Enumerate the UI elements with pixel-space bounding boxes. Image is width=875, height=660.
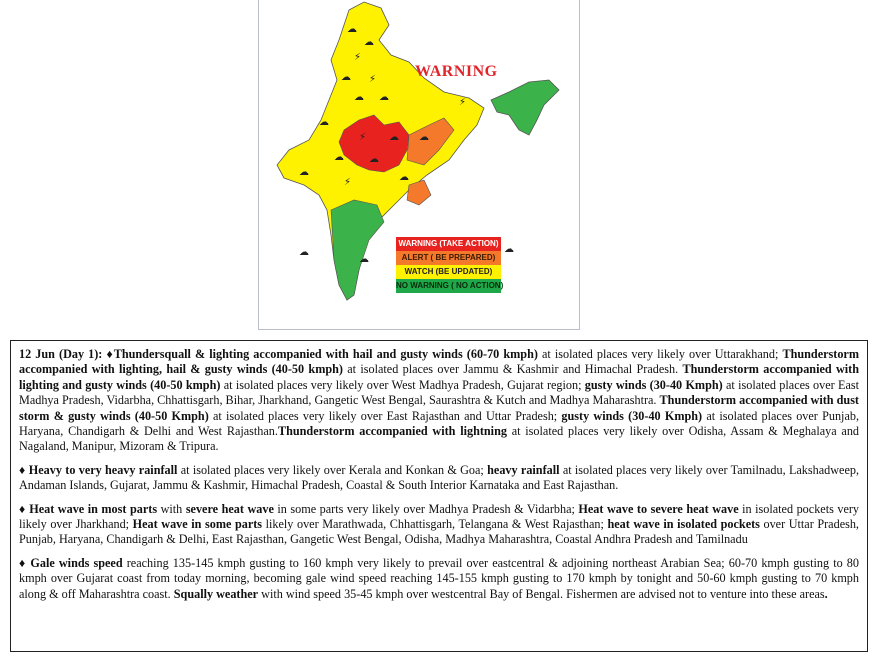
svg-text:☁: ☁ xyxy=(334,152,344,163)
bulletin-highlight: Heat wave in some parts xyxy=(132,517,263,532)
svg-text:☁: ☁ xyxy=(399,172,409,183)
svg-text:☁: ☁ xyxy=(319,117,329,128)
bulletin-text: with xyxy=(157,501,186,516)
bulletin-highlight: severe heat wave xyxy=(185,501,274,516)
legend-item: ALERT ( BE PREPARED) xyxy=(396,251,501,265)
bulletin-text: with wind speed 35-45 kmph over westcent… xyxy=(258,586,825,601)
bulletin-text: in isolated pockets very likely over Jha… xyxy=(19,501,860,532)
bulletin-text: reaching 135-145 kmph gusting to 160 kmp… xyxy=(19,555,859,601)
svg-text:☁: ☁ xyxy=(364,37,374,48)
svg-text:☁: ☁ xyxy=(359,254,369,265)
warning-map: ☁ ☁ ⚡ ☁ ⚡ ☁ ☁ ☁ ⚡ ☁ ☁ ☁ ☁ ☁ ☁ ⚡ ☁ ☁ ☁ ⚡ WARNING WARNI… xyxy=(258,0,580,330)
bulletin-paragraph: 12 Jun (Day 1): ♦Thundersquall & lightin… xyxy=(19,347,859,455)
svg-text:☁: ☁ xyxy=(347,24,357,35)
bulletin-highlight: Thunderstorm accompanied with lightning xyxy=(277,424,507,439)
bulletin-highlight: Thunderstorm accompanied with lighting a… xyxy=(19,362,859,392)
legend-item: WATCH (BE UPDATED) xyxy=(396,265,501,279)
bulletin-paragraph: ♦ Heavy to very heavy rainfall at isolat… xyxy=(19,463,859,494)
bulletin-text: at isolated places very likely over Kera… xyxy=(177,462,488,477)
bulletin-highlight: ♦ Heat wave in most parts xyxy=(19,501,158,516)
map-legend: WARNING (TAKE ACTION) ALERT ( BE PREPARED… xyxy=(396,237,503,293)
bulletin-highlight: Heat wave to severe heat wave xyxy=(578,501,739,516)
map-region-south xyxy=(330,199,385,301)
bulletin-highlight: ♦ Heavy to very heavy rainfall xyxy=(19,462,178,477)
svg-text:⚡: ⚡ xyxy=(359,132,366,143)
svg-text:⚡: ⚡ xyxy=(354,52,361,63)
bulletin-text: at isolated places very likely over West… xyxy=(220,377,585,392)
bulletin-text: at isolated places very likely over Utta… xyxy=(537,347,783,361)
svg-text:☁: ☁ xyxy=(299,247,309,258)
bulletin-highlight: . xyxy=(824,586,828,601)
bulletin-highlight: heat wave in isolated pockets xyxy=(607,517,760,532)
bulletin-text: at isolated places over East Madhya Prad… xyxy=(19,377,859,408)
bulletin-paragraph: ♦ Heat wave in most parts with severe he… xyxy=(19,502,859,548)
svg-text:☁: ☁ xyxy=(389,132,399,143)
bulletin-highlight: ♦ Gale winds speed xyxy=(19,555,123,570)
bulletin-highlight: gusty winds (30-40 Kmph) xyxy=(561,408,703,423)
svg-text:⚡: ⚡ xyxy=(344,177,351,188)
map-region-alert xyxy=(406,179,432,206)
map-region-northeast xyxy=(490,79,560,136)
bulletin-paragraph: ♦ Gale winds speed reaching 135-145 kmph… xyxy=(19,556,859,602)
bulletin-text: over Uttar Pradesh, Punjab, Haryana, Cha… xyxy=(19,517,859,547)
weather-bulletin: 12 Jun (Day 1): ♦Thundersquall & lightin… xyxy=(10,340,868,652)
map-region-alert xyxy=(406,117,455,166)
svg-text:☁: ☁ xyxy=(341,72,351,83)
bulletin-text: at isolated places over Jammu & Kashmir … xyxy=(342,362,683,377)
bulletin-text: likely over Marathwada, Chhattisgarh, Te… xyxy=(262,517,608,532)
bulletin-highlight: Thunderstorm accompanied with lighting, … xyxy=(19,347,859,377)
svg-text:⚡: ⚡ xyxy=(369,74,376,85)
india-map-graphic: ☁☁⚡ ☁ ⚡☁ ☁☁⚡ ☁ ☁☁ ☁☁☁ ⚡☁☁ ☁⚡ xyxy=(276,1,560,301)
svg-text:☁: ☁ xyxy=(379,92,389,103)
bulletin-text: at isolated places very likely over East… xyxy=(208,408,562,423)
svg-text:☁: ☁ xyxy=(504,244,514,255)
svg-text:☁: ☁ xyxy=(369,154,379,165)
svg-text:☁: ☁ xyxy=(354,92,364,103)
svg-text:⚡: ⚡ xyxy=(459,97,466,108)
bulletin-highlight: gusty winds (30-40 Kmph) xyxy=(584,377,723,392)
svg-text:☁: ☁ xyxy=(299,167,309,178)
bulletin-text: in some parts very likely over Madhya Pr… xyxy=(273,501,579,516)
thunderstorm-icons: ☁☁⚡ ☁ ⚡☁ ☁☁⚡ ☁ ☁☁ ☁☁☁ ⚡☁☁ ☁⚡ xyxy=(299,24,514,265)
bulletin-highlight: Thunderstorm accompanied with dust storm… xyxy=(19,393,859,423)
legend-item: NO WARNING ( NO ACTION) xyxy=(396,279,503,293)
bulletin-highlight: 12 Jun (Day 1): xyxy=(19,347,107,361)
map-title: WARNING xyxy=(415,63,498,80)
bulletin-highlight: ♦Thundersquall & lighting accompanied wi… xyxy=(106,347,538,361)
bulletin-highlight: Squally weather xyxy=(173,586,259,601)
svg-text:☁: ☁ xyxy=(419,132,429,143)
legend-item: WARNING (TAKE ACTION) xyxy=(396,237,501,251)
bulletin-text: at isolated places very likely over Tami… xyxy=(19,462,860,493)
bulletin-text: at isolated places very likely over Odis… xyxy=(19,424,860,454)
bulletin-highlight: heavy rainfall xyxy=(487,462,560,477)
bulletin-text: at isolated places over Punjab, Haryana,… xyxy=(19,408,859,439)
map-region-warning xyxy=(338,114,410,173)
